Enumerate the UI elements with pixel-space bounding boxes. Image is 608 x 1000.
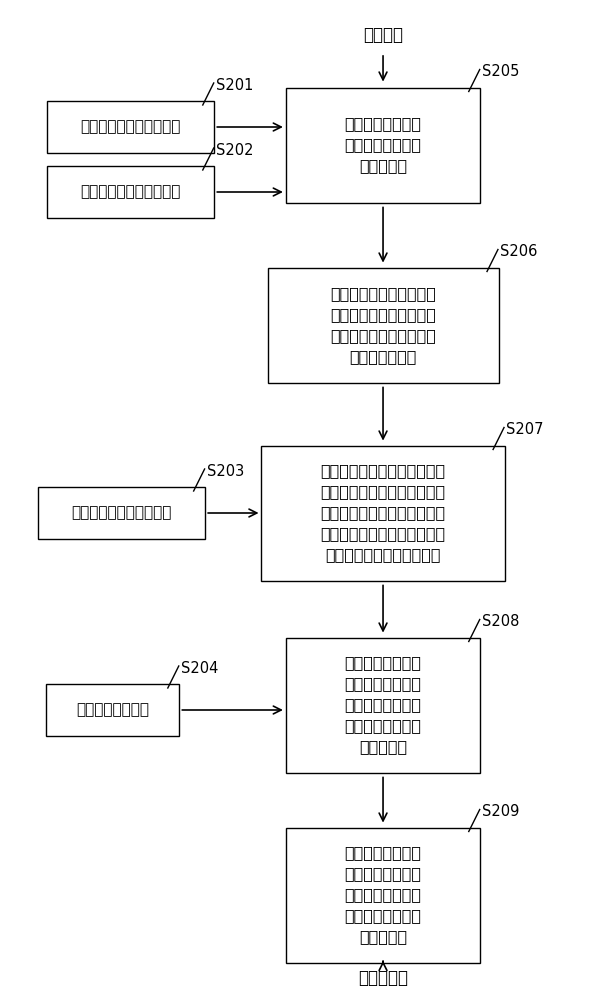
Text: 根据预设的点频率
对所述循环整理数
据序列进行点频滤
波器滤波，得到点
频滤波数据: 根据预设的点频率 对所述循环整理数 据序列进行点频滤 波器滤波，得到点 频滤波数… bbox=[345, 656, 421, 754]
Text: 设置预设的信号时间长度: 设置预设的信号时间长度 bbox=[80, 119, 181, 134]
Text: 对所述点频滤波数
据进行幅值检波，
得到所述原数据序
列在所述预设数点
频率的幅值: 对所述点频滤波数 据进行幅值检波， 得到所述原数据序 列在所述预设数点 频率的幅… bbox=[345, 846, 421, 944]
Bar bbox=[47, 101, 214, 153]
Text: S203: S203 bbox=[207, 464, 244, 479]
Text: S207: S207 bbox=[506, 422, 544, 438]
Text: 设置预设的数据序列长度: 设置预设的数据序列长度 bbox=[71, 506, 172, 520]
Text: 根据预设的整理数据序列
长度，在所述原数据序列
中选取整数数据序列，获
得整理数据序列: 根据预设的整理数据序列 长度，在所述原数据序列 中选取整数数据序列，获 得整理数… bbox=[330, 286, 436, 364]
Bar bbox=[286, 638, 480, 772]
Bar bbox=[268, 267, 499, 382]
Text: 信号幅频谱: 信号幅频谱 bbox=[358, 969, 408, 987]
Text: 设置预设的点频率: 设置预设的点频率 bbox=[76, 702, 149, 718]
Text: 设置预设的信号采样频率: 设置预设的信号采样频率 bbox=[80, 184, 181, 200]
Bar bbox=[261, 446, 505, 580]
Text: 接收输入信号，获
得所述输入信号的
原数据序列: 接收输入信号，获 得所述输入信号的 原数据序列 bbox=[345, 116, 421, 174]
Bar bbox=[46, 684, 179, 736]
Text: S205: S205 bbox=[482, 64, 519, 80]
Text: S201: S201 bbox=[216, 78, 254, 93]
Text: 输入信号: 输入信号 bbox=[363, 26, 403, 44]
Bar bbox=[38, 487, 206, 539]
Bar bbox=[286, 88, 480, 202]
Text: 循环输出所述整理数据序列，
得到循环整理数据序列，当所
述整理数据序列循环输出长度
达到预设的数据序列长度时，
停止整理数据序列循环输出: 循环输出所述整理数据序列， 得到循环整理数据序列，当所 述整理数据序列循环输出长… bbox=[320, 464, 446, 562]
Text: S209: S209 bbox=[482, 804, 519, 820]
Bar bbox=[286, 828, 480, 962]
Text: S206: S206 bbox=[500, 244, 537, 259]
Text: S208: S208 bbox=[482, 614, 519, 630]
Text: S202: S202 bbox=[216, 143, 254, 158]
Bar bbox=[47, 166, 214, 218]
Text: S204: S204 bbox=[181, 661, 218, 676]
